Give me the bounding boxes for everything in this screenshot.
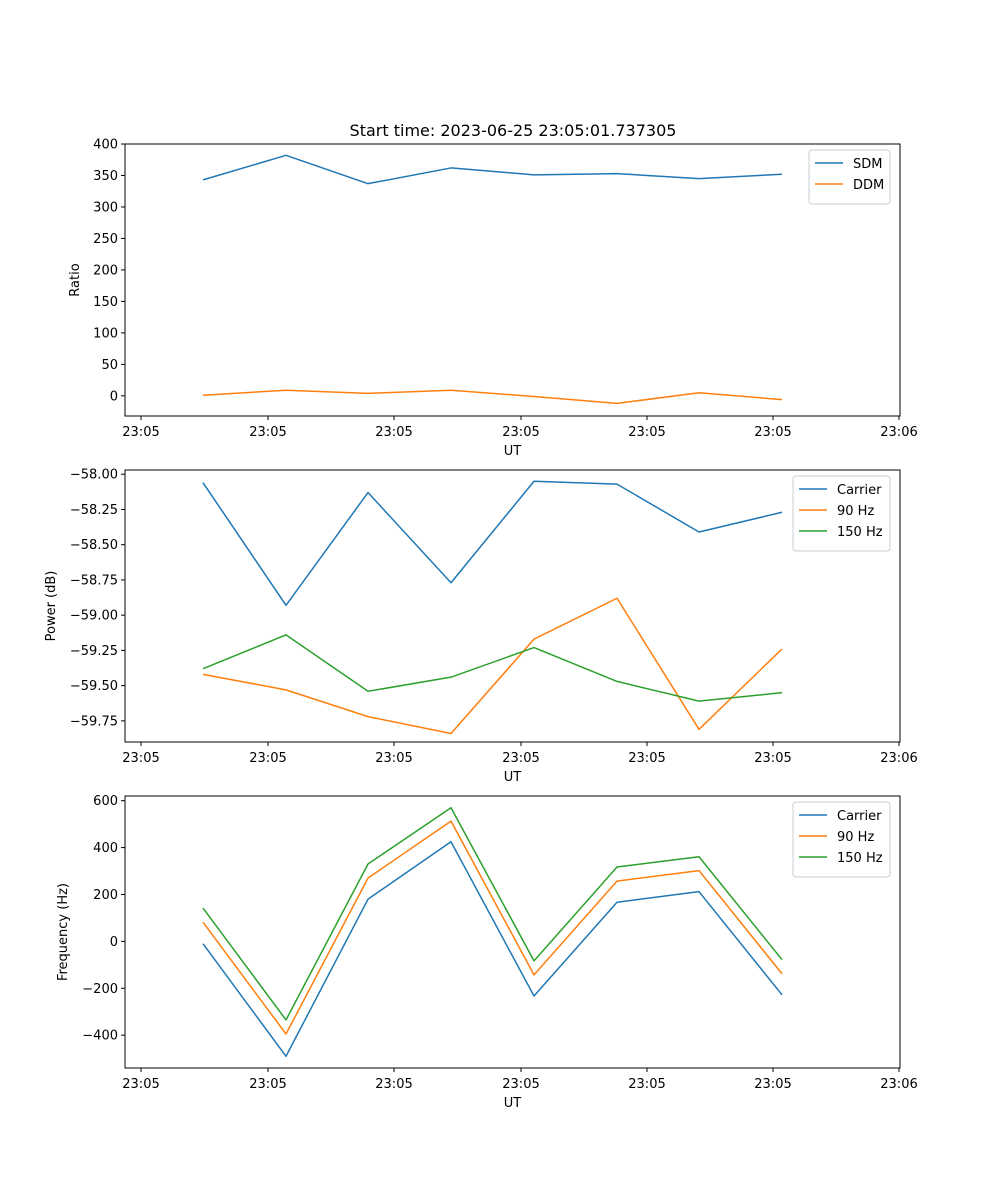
legend: Carrier 90 Hz 150 Hz	[792, 801, 891, 878]
y-tick-label: −59.75	[70, 714, 118, 729]
axes-frame	[124, 143, 901, 417]
subplot-2: −58.00 −58.25 −58.50 −58.75 −59.00 −59.25 −59.…	[44, 468, 918, 785]
y-tick-label: −59.25	[70, 644, 118, 659]
axes-frame	[124, 469, 901, 743]
x-tick-label: 23:05	[375, 425, 412, 440]
x-tick-label: 23:05	[628, 751, 665, 766]
subplot-3: −400 −200 0 200 400 600 23:05 23:05 23:05 23:05 23…	[56, 794, 918, 1111]
series-line-90-hz	[202, 597, 783, 735]
x-tick-label: 23:05	[754, 425, 791, 440]
x-tick-label: 23:05	[249, 1077, 286, 1092]
y-tick-label: −59.50	[70, 679, 118, 694]
y-tick-label: −200	[82, 982, 118, 997]
y-tick-label: 400	[93, 841, 118, 856]
legend: Carrier 90 Hz 150 Hz	[792, 475, 891, 552]
x-axis-label: UT	[504, 770, 522, 785]
series-line-90-hz	[202, 820, 783, 1035]
legend-entry: 150 Hz	[837, 851, 883, 866]
y-tick-label: 100	[93, 326, 118, 341]
series-line-carrier	[202, 480, 783, 607]
y-tick-label: −59.00	[70, 609, 118, 624]
legend-entry: SDM	[853, 157, 882, 172]
legend-box	[792, 801, 891, 878]
x-tick-label: 23:05	[249, 751, 286, 766]
y-tick-label: 200	[93, 263, 118, 278]
y-tick-label: 150	[93, 295, 118, 310]
y-tick-label: 200	[93, 888, 118, 903]
y-tick-label: 50	[101, 358, 118, 373]
x-tick-label: 23:05	[628, 1077, 665, 1092]
y-axis-label: Ratio	[68, 263, 83, 296]
legend-entry: 90 Hz	[837, 504, 874, 519]
y-tick-label: 350	[93, 169, 118, 184]
x-tick-label: 23:05	[122, 751, 159, 766]
x-tick-label: 23:05	[628, 425, 665, 440]
legend: SDM DDM	[808, 149, 891, 205]
x-tick-label: 23:05	[249, 425, 286, 440]
series-line-150-hz	[202, 634, 783, 702]
x-tick-label: 23:05	[754, 1077, 791, 1092]
x-tick-label: 23:05	[122, 425, 159, 440]
chart-title: Start time: 2023-06-25 23:05:01.737305	[350, 121, 677, 140]
y-tick-label: 600	[93, 794, 118, 809]
y-tick-label: −58.50	[70, 538, 118, 553]
legend-box	[792, 475, 891, 552]
legend-entry: Carrier	[837, 483, 882, 498]
x-tick-label: 23:05	[122, 1077, 159, 1092]
legend-entry: 150 Hz	[837, 525, 883, 540]
x-tick-label: 23:06	[880, 751, 917, 766]
x-tick-label: 23:05	[502, 1077, 539, 1092]
legend-entry: DDM	[853, 178, 884, 193]
y-tick-label: −58.25	[70, 503, 118, 518]
legend-entry: Carrier	[837, 809, 882, 824]
y-tick-label: −58.75	[70, 573, 118, 588]
series-line-carrier	[202, 840, 783, 1058]
y-tick-label: −58.00	[70, 468, 118, 483]
x-tick-label: 23:05	[502, 751, 539, 766]
x-tick-label: 23:05	[375, 751, 412, 766]
x-tick-label: 23:06	[880, 1077, 917, 1092]
legend-entry: 90 Hz	[837, 830, 874, 845]
x-tick-label: 23:06	[880, 425, 917, 440]
y-tick-label: 0	[110, 389, 118, 404]
series-line-sdm	[202, 154, 783, 185]
x-tick-label: 23:05	[502, 425, 539, 440]
y-tick-label: 400	[93, 138, 118, 153]
y-tick-label: −400	[82, 1029, 118, 1044]
series-line-ddm	[202, 389, 783, 405]
x-tick-label: 23:05	[754, 751, 791, 766]
axes-frame	[124, 795, 901, 1069]
series-line-150-hz	[202, 806, 783, 1021]
x-tick-label: 23:05	[375, 1077, 412, 1092]
y-tick-label: 300	[93, 200, 118, 215]
y-tick-label: 0	[110, 935, 118, 950]
subplot-1: 0 50 100 150 200 250 300 350 400 23:05 23:05 23:05 2…	[68, 138, 918, 460]
x-axis-label: UT	[504, 1096, 522, 1111]
y-axis-label: Power (dB)	[44, 571, 59, 642]
y-tick-label: 250	[93, 232, 118, 247]
y-axis-label: Frequency (Hz)	[56, 883, 71, 981]
x-axis-label: UT	[504, 444, 522, 459]
